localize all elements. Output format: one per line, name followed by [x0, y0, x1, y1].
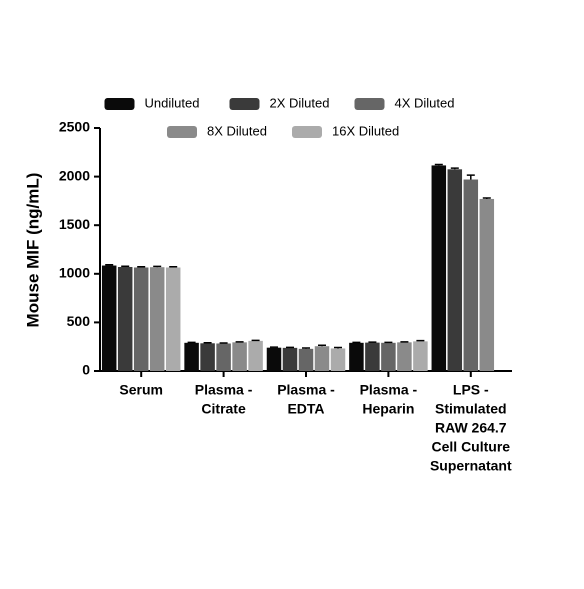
bar [134, 267, 149, 371]
legend-swatch [105, 98, 135, 110]
bar [150, 267, 165, 371]
legend-label: 8X Diluted [207, 123, 267, 138]
bar [248, 341, 263, 371]
bar [315, 346, 330, 371]
error-bar [483, 198, 491, 199]
error-bar [121, 266, 129, 267]
bar [413, 341, 428, 371]
error-bar [105, 265, 113, 266]
bar [283, 348, 298, 371]
error-bar [169, 267, 177, 268]
bar [102, 266, 117, 371]
error-bar [318, 345, 326, 346]
legend-label: 16X Diluted [332, 123, 399, 138]
bar [448, 169, 463, 371]
bar [216, 343, 231, 371]
error-bar [302, 348, 310, 349]
legend-label: Undiluted [145, 95, 200, 110]
legend-label: 2X Diluted [270, 95, 330, 110]
bar [480, 199, 495, 371]
bar [200, 343, 215, 371]
x-tick-label: Citrate [201, 401, 246, 417]
legend-swatch [292, 126, 322, 138]
bar [331, 348, 346, 371]
error-bar [435, 164, 443, 165]
x-tick-label: Plasma - [277, 382, 335, 398]
error-bar [451, 168, 459, 169]
x-tick-label: Heparin [362, 401, 414, 417]
bar [166, 267, 181, 371]
bar [381, 343, 396, 371]
x-tick-label: Stimulated [435, 401, 507, 417]
legend-label: 4X Diluted [395, 95, 455, 110]
bar [118, 267, 133, 371]
y-axis-label: Mouse MIF (ng/mL) [23, 173, 42, 328]
x-tick-label: Serum [119, 382, 163, 398]
error-bar [334, 347, 342, 348]
y-tick-label: 0 [82, 362, 90, 378]
bar [267, 348, 282, 371]
bar [432, 165, 447, 371]
bar [349, 343, 364, 371]
error-bar [467, 175, 475, 179]
bar [464, 180, 479, 371]
legend-swatch [230, 98, 260, 110]
y-tick-label: 2000 [59, 167, 90, 183]
legend-swatch [167, 126, 197, 138]
bar [232, 342, 247, 371]
x-tick-label: LPS - [453, 382, 489, 398]
x-tick-label: Plasma - [360, 382, 418, 398]
bar [365, 343, 380, 371]
bar [397, 342, 412, 371]
x-tick-label: RAW 264.7 [435, 420, 507, 436]
y-tick-label: 1000 [59, 265, 90, 281]
y-tick-label: 2500 [59, 119, 90, 135]
x-tick-label: Plasma - [195, 382, 253, 398]
y-tick-label: 500 [67, 313, 91, 329]
bar [299, 349, 314, 371]
error-bar [153, 266, 161, 267]
x-tick-label: EDTA [287, 401, 324, 417]
x-tick-label: Supernatant [430, 458, 512, 474]
bar [184, 343, 199, 371]
error-bar [137, 267, 145, 268]
y-tick-label: 1500 [59, 216, 90, 232]
legend-swatch [355, 98, 385, 110]
error-bar [416, 341, 424, 342]
x-tick-label: Cell Culture [432, 439, 511, 455]
